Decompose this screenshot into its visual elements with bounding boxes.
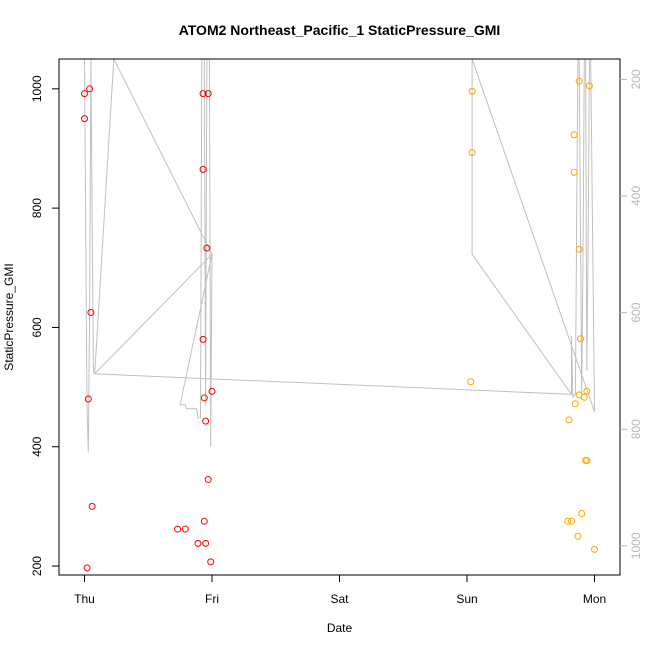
data-point-series-1 (591, 545, 598, 553)
y-tick-label: 600 (30, 317, 44, 337)
data-point-series-0 (88, 502, 96, 510)
data-point-series-1 (585, 82, 593, 90)
data-point-series-1 (565, 416, 573, 424)
data-point-series-0 (204, 476, 212, 484)
y-axis-label: StaticPressure_GMI (2, 263, 16, 370)
data-point-series-0 (202, 539, 210, 547)
data-point-series-0 (199, 90, 207, 98)
data-point-series-1 (468, 87, 476, 95)
data-point-series-0 (207, 558, 215, 566)
y-tick-label: 800 (30, 198, 44, 218)
data-point-series-0 (81, 90, 88, 98)
data-point-series-0 (203, 244, 211, 252)
data-point-series-1 (575, 77, 583, 85)
data-point-series-0 (181, 525, 189, 533)
data-point-series-1 (575, 245, 583, 253)
plot-frame (58, 58, 621, 576)
data-point-series-0 (83, 564, 91, 572)
data-point-series-1 (571, 400, 579, 408)
data-point-series-1 (570, 131, 578, 139)
data-point-series-0 (199, 335, 207, 343)
data-point-series-0 (174, 525, 182, 533)
data-point-series-1 (467, 378, 475, 386)
data-point-series-0 (200, 394, 208, 402)
data-point-series-1 (582, 456, 590, 464)
data-point-series-0 (208, 387, 216, 395)
data-point-series-0 (200, 517, 208, 525)
y-tick-label: 200 (30, 556, 44, 576)
data-point-series-1 (570, 168, 578, 176)
x-tick-label: Sat (330, 592, 349, 606)
x-tick-label: Fri (205, 592, 219, 606)
x-tick-label: Thu (74, 592, 95, 606)
chart-title: ATOM2 Northeast_Pacific_1 StaticPressure… (179, 22, 501, 38)
data-point-series-1 (580, 393, 588, 401)
y2-tick-label: 1000 (629, 532, 643, 559)
y2-tick-label: 400 (629, 186, 643, 206)
x-tick-label: Mon (583, 592, 606, 606)
data-point-series-1 (576, 335, 584, 343)
data-point-series-1 (568, 517, 576, 525)
data-point-series-0 (204, 90, 212, 98)
data-point-series-0 (81, 115, 88, 123)
data-point-series-0 (87, 309, 95, 317)
data-point-series-0 (202, 417, 210, 425)
y2-tick-label: 800 (629, 419, 643, 439)
data-point-series-0 (84, 395, 92, 403)
y2-tick-label: 600 (629, 302, 643, 322)
x-axis-label: Date (327, 621, 353, 635)
data-point-series-1 (468, 149, 476, 157)
data-point-series-1 (574, 532, 582, 540)
y-tick-label: 1000 (30, 75, 44, 102)
secondary-line (82, 57, 595, 453)
data-point-series-1 (578, 510, 586, 518)
y-tick-label: 400 (30, 436, 44, 456)
data-point-series-1 (564, 517, 572, 525)
data-point-series-0 (199, 165, 207, 173)
data-point-series-1 (583, 387, 591, 395)
data-point-series-0 (86, 85, 94, 93)
x-tick-label: Sun (456, 592, 477, 606)
data-point-series-0 (194, 539, 202, 547)
y2-tick-label: 200 (629, 69, 643, 89)
